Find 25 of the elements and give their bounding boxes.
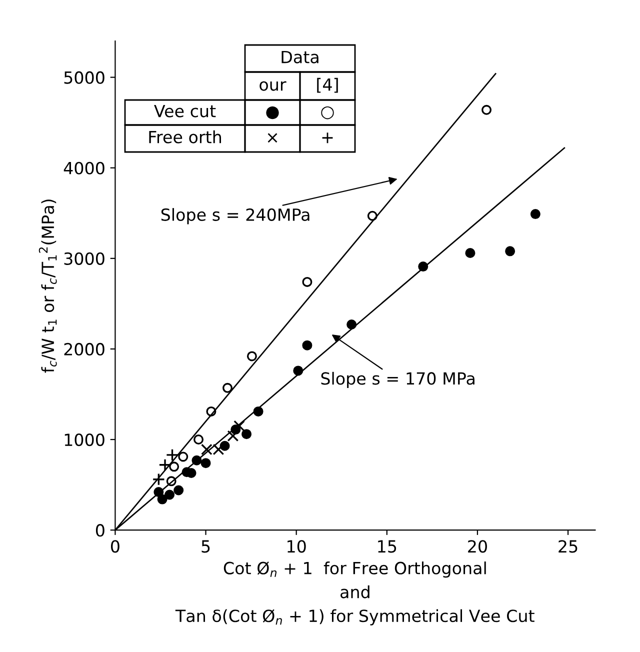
annotation: Free orth <box>149 130 221 144</box>
annotation: × <box>268 133 278 143</box>
x-tick-label: 25 <box>558 540 578 553</box>
y-tick-label: 5000 <box>64 71 104 84</box>
x-tick-label: 5 <box>202 540 210 553</box>
y-tick-label: 0 <box>96 524 104 537</box>
annotation: + <box>322 132 333 144</box>
x-tick-label: 0 <box>110 540 120 553</box>
annotation: ○ <box>321 106 334 120</box>
annotation: Slope s = 170 MPa <box>321 372 474 388</box>
annotation: our <box>260 81 286 91</box>
annotation: Data <box>282 50 318 64</box>
annotation: [4] <box>317 78 338 93</box>
text: f$_{c}$/W t$_{1}$ or f$_{c}$/T$_{1}$$^{2}$(MPa) <box>38 200 57 373</box>
annotation: Slope s = 240MPa <box>161 208 310 224</box>
y-tick-label: 1000 <box>64 433 104 446</box>
annotation: ● <box>266 106 279 120</box>
text: Cot Ø$_{n}$ + 1 for Free Orthogonal and Tan δ(Cot Ø$_{n}$ + 1) for Symmetrical Vee Cut <box>175 561 534 626</box>
y-tick-label: 4000 <box>64 162 104 174</box>
x-tick-label: 20 <box>468 540 487 553</box>
x-tick-label: 15 <box>378 540 396 553</box>
y-tick-label: 2000 <box>64 342 104 356</box>
y-tick-label: 3000 <box>64 252 104 265</box>
annotation: Vee cut <box>154 104 216 118</box>
x-tick-label: 10 <box>288 540 306 553</box>
